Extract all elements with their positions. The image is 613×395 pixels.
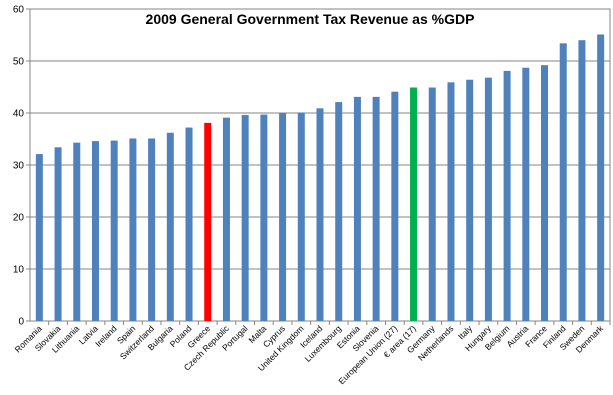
y-tick-label: 40: [13, 109, 25, 120]
bar: [597, 34, 605, 321]
bar: [241, 115, 249, 321]
bar: [54, 147, 62, 321]
bar: [316, 108, 324, 321]
bar: [484, 77, 492, 321]
bar: [297, 112, 305, 321]
bar: [148, 138, 156, 321]
bar: [447, 82, 455, 321]
bar: [410, 87, 418, 322]
bar: [503, 70, 511, 321]
bar: [222, 117, 230, 322]
bar: [260, 114, 268, 321]
bar: [541, 65, 549, 321]
bar: [559, 43, 567, 321]
bar: [372, 96, 380, 321]
y-tick-label: 60: [13, 5, 25, 16]
bar: [578, 40, 586, 321]
bar: [522, 67, 530, 321]
bar: [35, 154, 43, 321]
bar: [185, 127, 193, 321]
y-tick-label: 10: [13, 265, 25, 276]
bar: [73, 142, 81, 321]
y-tick-label: 20: [13, 213, 25, 224]
bar: [91, 141, 99, 321]
bar: [466, 79, 474, 321]
x-tick-label: Ireland: [93, 323, 119, 349]
y-tick-label: 30: [13, 161, 25, 172]
bar: [166, 132, 174, 321]
bar: [335, 102, 343, 321]
y-tick-label: 0: [18, 317, 24, 328]
bar: [204, 122, 212, 321]
y-axis: 0 10 20 30 40 50 60: [13, 5, 30, 328]
bar: [129, 138, 137, 321]
gridlines: [30, 8, 610, 270]
bar: [428, 87, 436, 322]
bar: [353, 96, 361, 321]
x-axis: RomaniaSlovakiaLithuaniaLatviaIrelandSpa…: [13, 321, 611, 386]
bar: [279, 113, 287, 321]
y-tick-label: 50: [13, 57, 25, 68]
bar: [110, 140, 118, 321]
chart-title: 2009 General Government Tax Revenue as %…: [146, 11, 475, 27]
bar: [391, 91, 399, 322]
bar-series: [35, 34, 605, 322]
